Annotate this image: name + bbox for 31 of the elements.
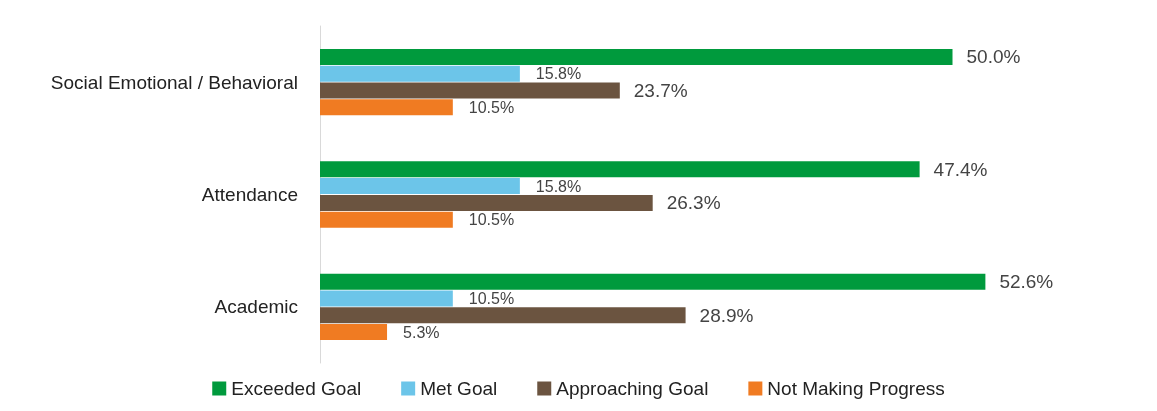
bar [320, 48, 953, 65]
data-label: 10.5% [468, 98, 515, 116]
bar [320, 290, 453, 307]
bar [320, 161, 920, 178]
data-label: 50.0% [966, 46, 1021, 68]
y-tick-label: Academic [214, 296, 298, 318]
bar [320, 211, 453, 228]
legend-label: Approaching Goal [556, 378, 709, 399]
bar [320, 82, 620, 99]
bar [320, 307, 686, 324]
legend-label: Met Goal [420, 378, 498, 399]
data-label: 10.5% [468, 211, 515, 229]
bar [320, 99, 453, 116]
data-label: 10.5% [468, 289, 515, 307]
bar [320, 324, 388, 341]
bar [320, 178, 520, 195]
data-label: 15.8% [535, 177, 582, 195]
data-label: 5.3% [403, 323, 440, 341]
y-tick-label: Attendance [201, 184, 298, 205]
data-label: 23.7% [633, 80, 688, 102]
bar [320, 273, 986, 290]
data-label: 28.9% [699, 304, 754, 326]
legend-label: Not Making Progress [767, 378, 945, 399]
data-label: 52.6% [999, 271, 1054, 293]
legend-label: Exceeded Goal [231, 378, 362, 399]
data-label: 15.8% [535, 65, 582, 83]
data-label: 26.3% [666, 192, 721, 214]
bar [320, 65, 520, 82]
data-label: 47.4% [933, 158, 988, 180]
y-tick-label: Social Emotional / Behavioral [50, 71, 298, 93]
bar [320, 194, 653, 211]
